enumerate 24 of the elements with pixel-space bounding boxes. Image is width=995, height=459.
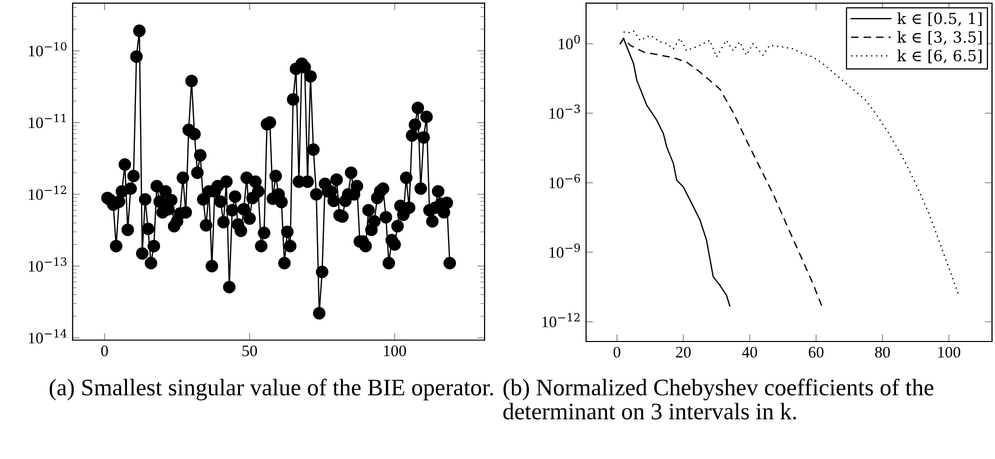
x-tick-label: 0: [614, 346, 620, 358]
x-tick-label: 60: [808, 346, 824, 358]
legend-label: k ∈ [3, 3.5]: [897, 30, 982, 45]
y-tick-label: 10$^{−13}$: [28, 257, 66, 272]
x-tick-label: 20: [676, 346, 691, 358]
x-tick-label: 80: [875, 346, 890, 358]
x-tick-label: 50: [242, 345, 257, 356]
x-tick-label: 100: [938, 346, 960, 358]
y-tick-label: 10$^{−12}$: [542, 313, 580, 328]
legend-label: k ∈ [0.5, 1]: [897, 12, 982, 26]
text: (b) Normalized Chebyshev coefficients of the determinant on 3 intervals in k.: [503, 378, 934, 420]
y-tick-label: 10$^{−12}$: [28, 186, 66, 200]
x-tick-label: 100: [384, 345, 406, 356]
y-tick-label: 10$^{0}$: [558, 35, 580, 50]
text: (a) Smallest singular value of the BIE operator.: [50, 378, 493, 400]
y-tick-label: 10$^{−14}$: [28, 329, 67, 344]
legend-label: k ∈ [6, 6.5]: [897, 50, 982, 64]
y-tick-label: 10$^{−6}$: [550, 174, 580, 188]
y-tick-label: 10$^{−10}$: [28, 42, 66, 56]
y-tick-label: 10$^{−9}$: [550, 244, 580, 258]
x-tick-label: 0: [101, 345, 108, 356]
y-tick-label: 10$^{−3}$: [550, 104, 580, 119]
x-tick-label: 40: [742, 346, 758, 358]
y-tick-label: 10$^{−11}$: [28, 114, 66, 128]
